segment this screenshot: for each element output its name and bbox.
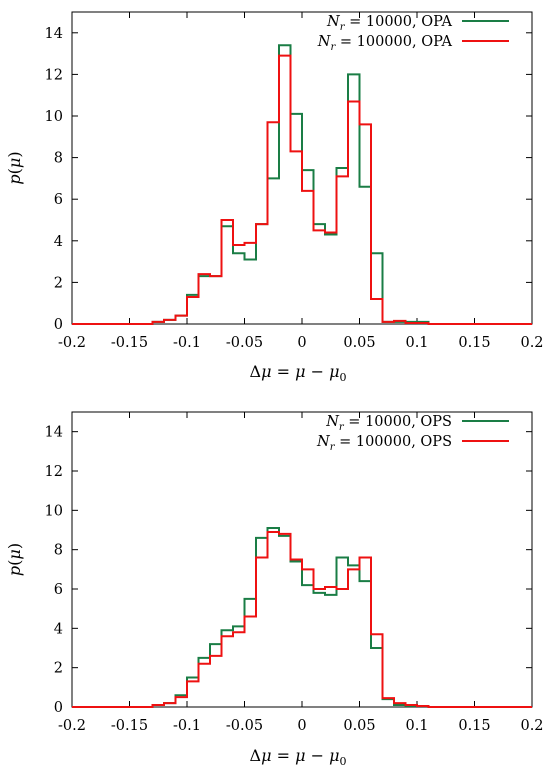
legend-label: Nr = 10000, OPS bbox=[325, 414, 452, 433]
x-tick-label: -0.2 bbox=[58, 718, 86, 734]
x-tick-label: -0.15 bbox=[111, 335, 148, 351]
y-tick-label: 2 bbox=[54, 275, 63, 291]
x-tick-label: -0.05 bbox=[226, 335, 263, 351]
legend-label: Nr = 10000, OPA bbox=[326, 14, 452, 33]
x-tick-label: -0.2 bbox=[58, 335, 86, 351]
y-tick-label: 0 bbox=[54, 700, 63, 716]
x-tick-label: 0 bbox=[297, 718, 306, 734]
x-tick-label: -0.05 bbox=[226, 718, 263, 734]
y-tick-label: 8 bbox=[54, 151, 63, 167]
x-tick-label: 0.05 bbox=[343, 335, 375, 351]
bottom-panel-ops: -0.2 -0.15 -0.1 -0.05 0 0.05 0.1 0.15 0.2 0 2 4 6 8 10… bbox=[5, 411, 544, 768]
series-line-nr-10000 bbox=[72, 527, 532, 708]
y-tick-label: 8 bbox=[54, 543, 63, 559]
x-tick-label: 0.1 bbox=[405, 335, 428, 351]
x-tick-label: 0.2 bbox=[520, 335, 543, 351]
x-axis-label: Δμ = μ − μ0 bbox=[250, 362, 347, 384]
x-tick-label: 0.15 bbox=[458, 335, 490, 351]
y-tick-label: 2 bbox=[54, 661, 63, 677]
series-line-nr-100000 bbox=[72, 530, 532, 708]
y-tick-label: 0 bbox=[54, 317, 63, 333]
x-tick-label: -0.1 bbox=[173, 718, 201, 734]
x-tick-label: 0.2 bbox=[520, 718, 543, 734]
y-tick-label: 12 bbox=[45, 464, 63, 480]
top-panel-opa: -0.2 -0.15 -0.1 -0.05 0 0.05 0.1 0.15 0.2 0 2 4 6 8 10… bbox=[5, 11, 544, 384]
legend-label: Nr = 100000, OPS bbox=[316, 434, 452, 453]
y-axis-label: p(μ) bbox=[5, 543, 24, 576]
x-tick-label: 0.1 bbox=[405, 718, 428, 734]
y-tick-label: 12 bbox=[45, 67, 63, 83]
y-tick-label: 14 bbox=[45, 425, 63, 441]
legend-label: Nr = 100000, OPA bbox=[317, 34, 453, 53]
y-tick-label: 4 bbox=[54, 234, 63, 250]
y-tick-label: 10 bbox=[45, 109, 63, 125]
x-tick-label: -0.15 bbox=[111, 718, 148, 734]
x-tick-label: 0.05 bbox=[343, 718, 375, 734]
x-tick-label: 0.15 bbox=[458, 718, 490, 734]
series-line-nr-100000 bbox=[72, 54, 532, 325]
y-tick-label: 6 bbox=[54, 192, 63, 208]
y-tick-label: 10 bbox=[45, 503, 63, 519]
y-tick-label: 14 bbox=[45, 26, 63, 42]
y-tick-label: 6 bbox=[54, 582, 63, 598]
x-tick-label: 0 bbox=[297, 335, 306, 351]
x-tick-label: -0.1 bbox=[173, 335, 201, 351]
x-axis-label: Δμ = μ − μ0 bbox=[250, 746, 347, 768]
y-axis-label: p(μ) bbox=[5, 151, 24, 184]
y-tick-label: 4 bbox=[54, 621, 63, 637]
